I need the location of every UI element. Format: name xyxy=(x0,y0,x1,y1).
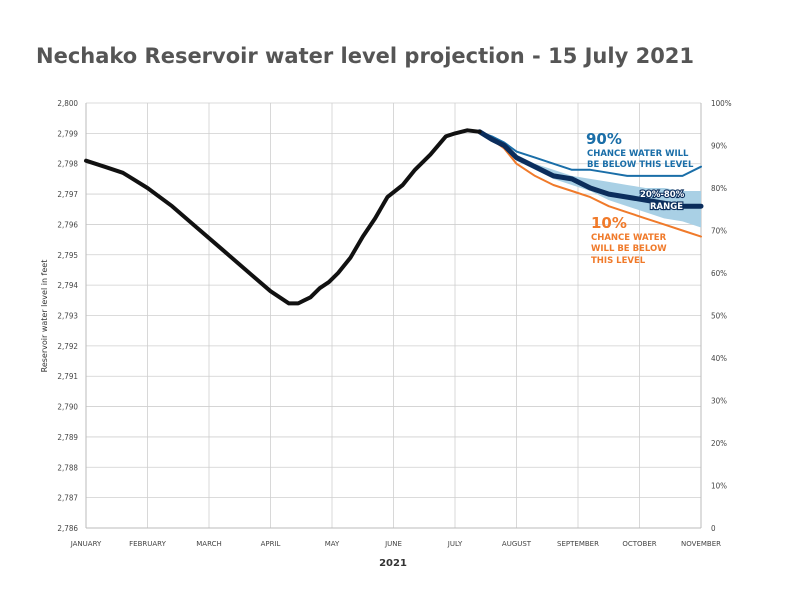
x-tick-label: NOVEMBER xyxy=(681,540,721,548)
annotation-10-line2: WILL BE BELOW xyxy=(591,244,667,254)
x-axis-ticks: JANUARY FEBRUARY MARCH APRIL MAY JUNE JULY AUGU… xyxy=(70,540,721,548)
y2-tick-label: 0 xyxy=(711,524,716,533)
y-tick-label: 2,786 xyxy=(57,524,78,533)
y2-tick-label: 50% xyxy=(711,312,727,321)
y-tick-label: 2,791 xyxy=(57,372,78,381)
y-tick-label: 2,800 xyxy=(57,99,78,108)
x-tick-label: FEBRUARY xyxy=(129,540,166,548)
range-band xyxy=(479,131,701,228)
annotations: 90% CHANCE WATER WILL BE BELOW THIS LEVE… xyxy=(586,130,694,266)
y-tick-label: 2,794 xyxy=(57,281,78,290)
y2-tick-label: 100% xyxy=(711,99,732,108)
y-tick-label: 2,799 xyxy=(57,129,78,138)
annotation-10-line1: CHANCE WATER xyxy=(591,233,667,243)
annotation-90-percent: 90% xyxy=(586,130,622,148)
x-tick-label: AUGUST xyxy=(502,540,532,548)
grid xyxy=(85,102,702,529)
y2-tick-label: 10% xyxy=(711,482,727,491)
series-line-median xyxy=(477,129,704,209)
y-tick-label: 2,787 xyxy=(57,494,78,503)
y-tick-label: 2,789 xyxy=(57,433,78,442)
y-axis-ticks: 2,786 2,787 2,788 2,789 2,790 2,791 2,792 2,793… xyxy=(57,99,78,533)
y2-axis-ticks: 0 10% 20% 30% 40% 50% 60% 70% 80% 90% 100% xyxy=(711,99,732,533)
series-line-observed xyxy=(84,128,482,306)
y-tick-label: 2,792 xyxy=(57,342,78,351)
x-axis-label: 2021 xyxy=(379,558,407,569)
y2-tick-label: 20% xyxy=(711,439,727,448)
y2-tick-label: 60% xyxy=(711,269,727,278)
y-axis-label: Reservoir water level in feet xyxy=(40,260,49,373)
y2-tick-label: 30% xyxy=(711,397,727,406)
band-layer xyxy=(479,131,701,228)
y2-tick-label: 70% xyxy=(711,227,727,236)
x-tick-label: APRIL xyxy=(261,540,281,548)
chart-title: Nechako Reservoir water level projection… xyxy=(36,44,694,68)
y2-tick-label: 90% xyxy=(711,142,727,151)
annotation-10-percent: 10% xyxy=(591,214,627,232)
x-tick-label: MAY xyxy=(325,540,340,548)
x-tick-label: JANUARY xyxy=(70,540,102,548)
y2-tick-label: 40% xyxy=(711,354,727,363)
series-layer xyxy=(84,128,704,306)
x-tick-label: JUNE xyxy=(384,540,402,548)
annotation-90-line1: CHANCE WATER WILL xyxy=(587,149,689,159)
y-tick-label: 2,790 xyxy=(57,403,78,412)
annotation-10-line3: THIS LEVEL xyxy=(591,256,646,266)
x-tick-label: SEPTEMBER xyxy=(557,540,599,548)
y-tick-label: 2,797 xyxy=(57,190,78,199)
y2-tick-label: 80% xyxy=(711,184,727,193)
y-tick-label: 2,793 xyxy=(57,312,78,321)
y-tick-label: 2,795 xyxy=(57,251,78,260)
x-tick-label: MARCH xyxy=(196,540,222,548)
y-tick-label: 2,798 xyxy=(57,160,78,169)
series-line-p10 xyxy=(478,130,702,238)
annotation-range-line1: 20%-80% xyxy=(640,190,685,200)
x-tick-label: OCTOBER xyxy=(622,540,656,548)
y-tick-label: 2,788 xyxy=(57,463,78,472)
annotation-90-line2: BE BELOW THIS LEVEL xyxy=(587,160,694,170)
annotation-range-line2: RANGE xyxy=(650,202,683,212)
y-tick-label: 2,796 xyxy=(57,220,78,229)
x-tick-label: JULY xyxy=(447,540,463,548)
